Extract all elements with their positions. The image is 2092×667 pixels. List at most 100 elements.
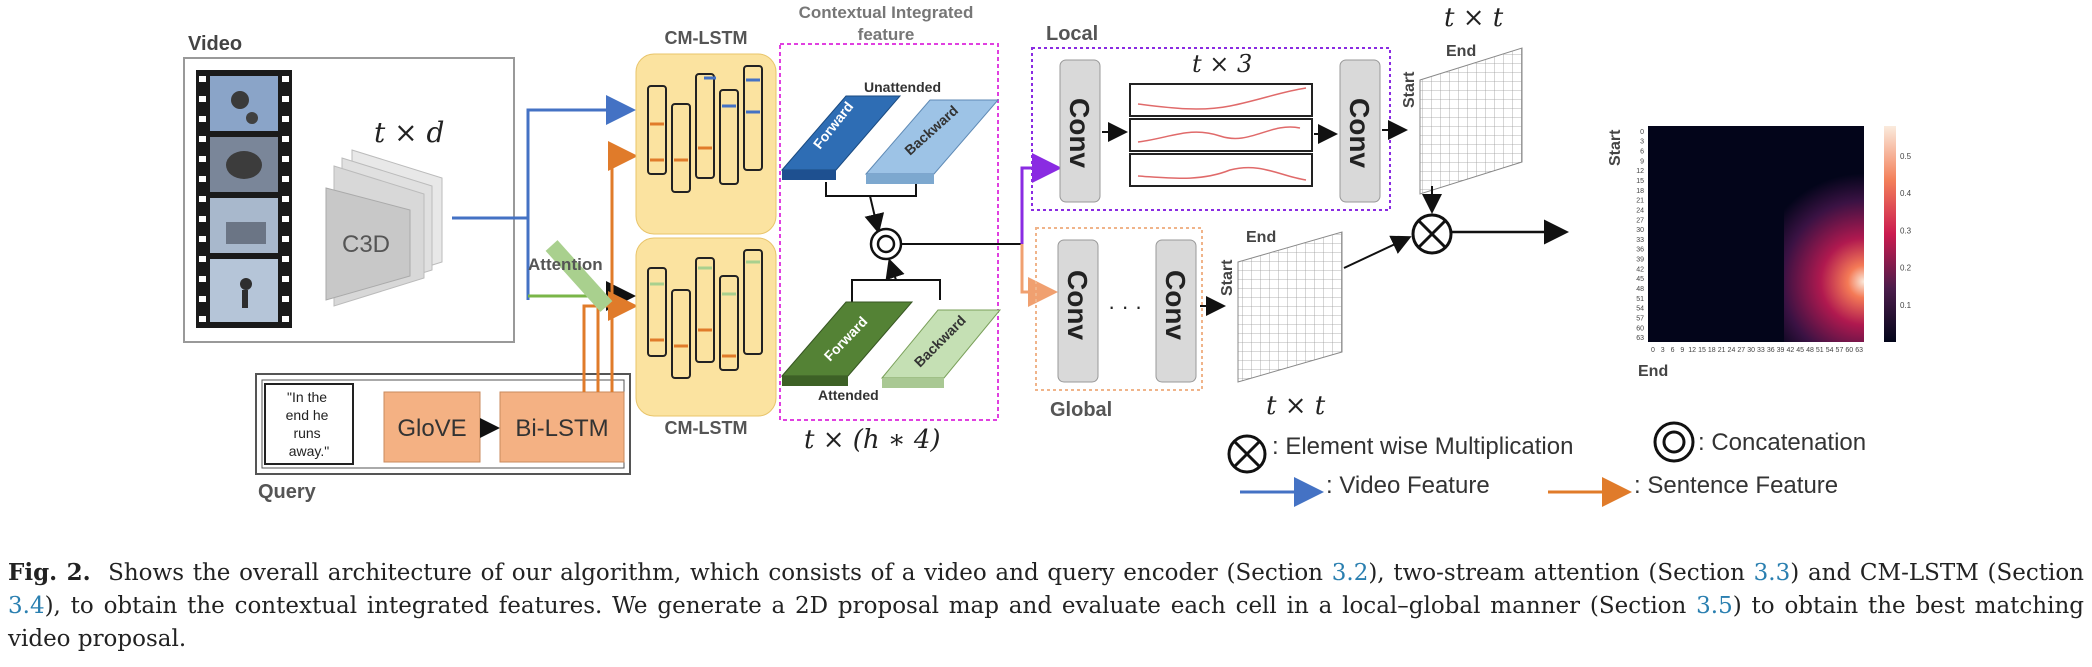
heatmap-x-tick: 6 (1671, 347, 1675, 354)
global-map-start-label: Start (1219, 259, 1236, 296)
global-map-end-label: End (1246, 229, 1276, 246)
global-branch: Conv · · · Conv Global (1035, 227, 1226, 421)
global-label: Global (1050, 399, 1112, 421)
feature-connections: Attention (452, 95, 638, 392)
glove-label: GloVE (397, 415, 466, 442)
colorbar-ticks: 0.5 0.4 0.3 0.2 0.1 (1900, 152, 1912, 310)
query-label: Query (258, 481, 317, 503)
heatmap-x-tick: 3 (1661, 347, 1665, 354)
cif-dim-label: t × (h ∗ 4) (804, 425, 941, 455)
heatmap-y-tick: 45 (1636, 276, 1644, 283)
local-conv-2 (1339, 59, 1381, 203)
heatmap-y-tick: 36 (1636, 247, 1644, 254)
unattended-label: Unattended (864, 79, 941, 95)
heatmap-x-tick: 27 (1737, 347, 1745, 354)
caption-ref-3-2[interactable]: 3.2 (1331, 560, 1369, 586)
heatmap-y-tick: 3 (1640, 139, 1644, 146)
heatmap-y-tick: 18 (1636, 188, 1644, 195)
fusion (1343, 186, 1569, 269)
local-score-3 (1129, 153, 1313, 187)
local-score-2 (1129, 118, 1313, 152)
caption-ref-3-5[interactable]: 3.5 (1696, 593, 1733, 619)
legend-sentence-text: : Sentence Feature (1634, 472, 1838, 499)
heatmap-y-tick: 24 (1636, 207, 1644, 214)
caption-text-1: Shows the overall architecture of our al… (108, 560, 1332, 586)
heatmap-y-tick: 48 (1636, 286, 1644, 293)
heatmap-y-tick: 27 (1636, 217, 1644, 224)
caption-ref-3-3[interactable]: 3.3 (1753, 560, 1791, 586)
heatmap-y-tick: 54 (1636, 306, 1644, 313)
legend-concat-text: : Concatenation (1698, 429, 1866, 456)
global-conv-1 (1057, 239, 1099, 383)
caption-fig-label: Fig. 2. (8, 559, 91, 586)
local-map-end-label: End (1446, 43, 1476, 60)
heatmap-y-tick: 63 (1636, 335, 1644, 342)
heatmap-x-tick: 57 (1836, 347, 1844, 354)
heatmap-y-tick: 60 (1636, 325, 1644, 332)
heatmap-x-tick: 24 (1728, 347, 1736, 354)
cmlstm-bottom-label: CM-LSTM (665, 418, 748, 438)
local-label: Local (1046, 23, 1098, 45)
proposal-heatmap: Start End 036912151821242730333639424548… (1607, 126, 1912, 380)
heatmap-x-tick: 21 (1718, 347, 1726, 354)
heatmap-y-tick: 15 (1636, 178, 1644, 185)
colorbar-tick: 0.1 (1900, 301, 1912, 310)
colorbar-tick: 0.4 (1900, 189, 1912, 198)
branch-connections (901, 153, 1062, 307)
heatmap-y-tick: 51 (1636, 296, 1644, 303)
heatmap-x-tick: 12 (1688, 347, 1696, 354)
heatmap-x-tick: 45 (1796, 347, 1804, 354)
contextual-integrated-feature: Contextual Integrated feature Unattended… (779, 3, 1002, 455)
local-conv-1 (1059, 59, 1101, 203)
global-conv-2-label: Conv (1160, 270, 1191, 340)
global-conv-1-label: Conv (1062, 270, 1093, 340)
local-dim-label: t × 3 (1192, 50, 1252, 78)
glove-block (383, 391, 481, 463)
c3d-feature-stack: C3D t × d (325, 116, 444, 307)
heatmap-y-tick: 12 (1636, 168, 1644, 175)
heatmap-x-tick: 63 (1855, 347, 1863, 354)
heatmap-x-tick: 60 (1845, 347, 1853, 354)
heatmap-x-tick: 15 (1698, 347, 1706, 354)
local-conv-2-label: Conv (1344, 98, 1375, 168)
cm-lstm-bottom: CM-LSTM (635, 237, 777, 438)
heatmap-y-tick: 0 (1640, 129, 1644, 136)
local-score-1 (1129, 83, 1313, 117)
attention-gate (545, 240, 613, 312)
heatmap-x-tick: 33 (1757, 347, 1765, 354)
heatmap-x-tick: 30 (1747, 347, 1755, 354)
heatmap-x-label: End (1638, 363, 1668, 380)
map-top-dim: t × t (1444, 3, 1504, 33)
film-strip (196, 70, 292, 328)
query-text: "In the end he runs away." (286, 389, 333, 459)
heatmap-x-tick: 36 (1767, 347, 1775, 354)
c3d-label: C3D (342, 231, 390, 258)
heatmap-y-tick: 6 (1640, 149, 1644, 156)
legend-mult-text: : Element wise Multiplication (1272, 433, 1573, 460)
heatmap-y-tick: 42 (1636, 266, 1644, 273)
attended-label: Attended (818, 387, 879, 403)
heatmap-x-tick: 51 (1816, 347, 1824, 354)
local-proposal-map: t × t End Start (1401, 3, 1523, 195)
bilstm-label: Bi-LSTM (515, 415, 608, 442)
cif-label-line2: feature (858, 25, 915, 44)
cm-lstm-top: CM-LSTM (635, 28, 777, 235)
cif-label-line1: Contextual Integrated (799, 3, 974, 22)
global-ellipsis: · · · (1108, 294, 1142, 319)
heatmap-x-tick: 39 (1777, 347, 1785, 354)
local-map-start-label: Start (1401, 71, 1418, 108)
heatmap-x-ticks: 0 3 6 9 12 15 18 21 24 27 30 33 36 39 42 45 48 51 54 57 60 63 (1651, 347, 1863, 354)
caption-ref-3-4[interactable]: 3.4 (8, 593, 45, 619)
heatmap-x-tick: 0 (1651, 347, 1655, 354)
heatmap-x-tick: 9 (1680, 347, 1684, 354)
query-block: "In the end he runs away." GloVE Bi-LSTM… (255, 373, 631, 503)
heatmap-x-tick: 42 (1786, 347, 1794, 354)
map-global-dim: t × t (1266, 391, 1326, 421)
caption-text-4: ), to obtain the contextual integrated f… (44, 593, 1697, 619)
heatmap-y-label: Start (1607, 129, 1624, 166)
heatmap-x-tick: 54 (1826, 347, 1834, 354)
local-branch: Local Conv t × 3 Conv (1031, 23, 1408, 211)
legend-video-text: : Video Feature (1326, 472, 1490, 499)
heatmap-y-tick: 57 (1636, 315, 1644, 322)
